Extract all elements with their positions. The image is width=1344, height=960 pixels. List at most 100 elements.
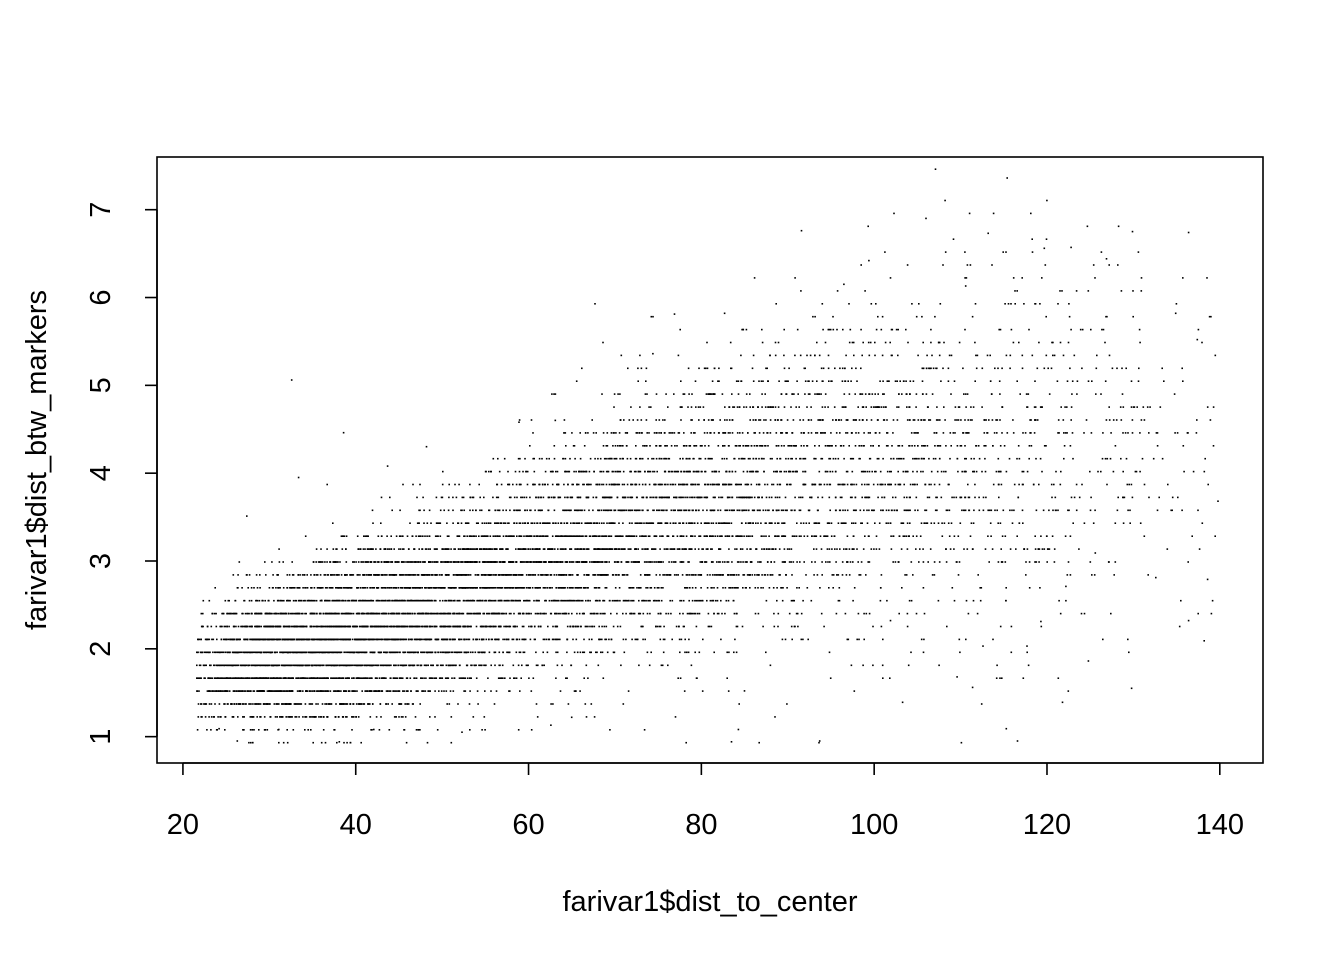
data-point bbox=[733, 651, 735, 654]
data-point bbox=[669, 548, 672, 550]
data-point bbox=[876, 457, 879, 460]
data-point bbox=[508, 612, 511, 615]
data-point bbox=[646, 432, 648, 434]
data-point bbox=[633, 470, 636, 473]
data-point bbox=[465, 574, 468, 576]
data-point bbox=[996, 419, 999, 421]
data-point bbox=[850, 664, 853, 667]
data-point bbox=[737, 483, 739, 486]
data-point bbox=[973, 470, 975, 473]
data-point bbox=[572, 638, 574, 641]
data-point bbox=[383, 599, 385, 602]
data-point bbox=[1003, 445, 1006, 447]
data-point bbox=[530, 690, 533, 692]
data-point bbox=[518, 419, 521, 421]
data-point bbox=[342, 716, 345, 718]
data-point bbox=[598, 522, 601, 524]
data-point bbox=[504, 677, 506, 679]
data-point bbox=[827, 406, 829, 408]
data-point bbox=[769, 664, 772, 667]
data-point bbox=[739, 535, 741, 537]
data-point bbox=[480, 509, 483, 512]
data-point bbox=[802, 599, 804, 602]
data-point bbox=[744, 445, 747, 447]
data-point bbox=[280, 677, 282, 679]
data-point bbox=[1012, 419, 1014, 421]
data-point bbox=[912, 483, 914, 486]
data-point bbox=[624, 496, 627, 499]
data-point bbox=[282, 703, 285, 705]
data-point bbox=[750, 483, 753, 486]
data-point bbox=[405, 690, 408, 692]
data-point bbox=[495, 690, 498, 692]
data-point bbox=[641, 548, 643, 550]
data-point bbox=[662, 419, 664, 421]
data-point bbox=[258, 625, 261, 628]
data-point bbox=[799, 561, 801, 563]
data-point bbox=[335, 703, 337, 705]
data-point bbox=[811, 561, 813, 563]
data-point bbox=[790, 548, 793, 550]
data-point bbox=[657, 509, 660, 512]
data-point bbox=[841, 561, 844, 563]
data-point bbox=[1102, 328, 1105, 331]
data-point bbox=[824, 445, 827, 447]
data-point bbox=[419, 535, 421, 537]
data-point bbox=[843, 457, 845, 460]
data-point bbox=[563, 483, 565, 486]
data-point bbox=[830, 522, 833, 524]
data-point bbox=[569, 548, 571, 550]
data-point bbox=[1128, 483, 1130, 486]
data-point bbox=[346, 741, 348, 744]
data-point bbox=[666, 522, 668, 524]
data-point bbox=[562, 457, 564, 460]
data-point bbox=[601, 522, 603, 524]
data-point bbox=[686, 483, 689, 486]
data-point bbox=[472, 509, 474, 512]
data-point bbox=[496, 587, 499, 589]
data-point bbox=[858, 574, 860, 576]
data-point bbox=[602, 599, 604, 602]
data-point bbox=[494, 574, 497, 576]
data-point bbox=[876, 483, 879, 486]
data-point bbox=[425, 599, 427, 602]
data-point bbox=[794, 625, 796, 628]
data-point bbox=[319, 599, 322, 602]
data-point bbox=[603, 625, 606, 628]
data-point bbox=[618, 587, 621, 589]
data-point bbox=[1096, 354, 1098, 357]
data-point bbox=[538, 496, 540, 499]
data-point bbox=[475, 625, 478, 628]
data-point bbox=[814, 561, 816, 563]
data-point bbox=[1057, 303, 1059, 305]
data-point bbox=[1043, 367, 1046, 370]
data-point bbox=[508, 690, 510, 692]
data-point bbox=[443, 561, 445, 563]
data-point bbox=[762, 587, 764, 589]
data-point bbox=[371, 638, 374, 641]
data-point bbox=[639, 354, 641, 357]
data-point bbox=[975, 470, 978, 473]
data-point bbox=[371, 729, 373, 731]
data-point bbox=[419, 612, 422, 615]
data-point bbox=[502, 574, 505, 576]
data-point bbox=[475, 522, 478, 524]
data-point bbox=[851, 522, 853, 524]
data-point bbox=[791, 457, 793, 460]
data-point bbox=[1068, 509, 1070, 512]
data-point bbox=[1111, 367, 1114, 370]
data-point bbox=[640, 367, 643, 370]
data-point bbox=[617, 535, 620, 537]
data-point bbox=[682, 561, 685, 563]
data-point bbox=[736, 625, 739, 628]
data-point bbox=[228, 651, 230, 654]
data-point bbox=[214, 703, 216, 705]
data-point bbox=[791, 638, 793, 641]
data-point bbox=[519, 587, 521, 589]
data-point bbox=[304, 587, 306, 589]
data-point bbox=[1045, 315, 1047, 318]
data-point bbox=[778, 483, 781, 486]
data-point bbox=[774, 496, 777, 499]
data-point bbox=[713, 367, 716, 370]
data-point bbox=[902, 535, 905, 537]
